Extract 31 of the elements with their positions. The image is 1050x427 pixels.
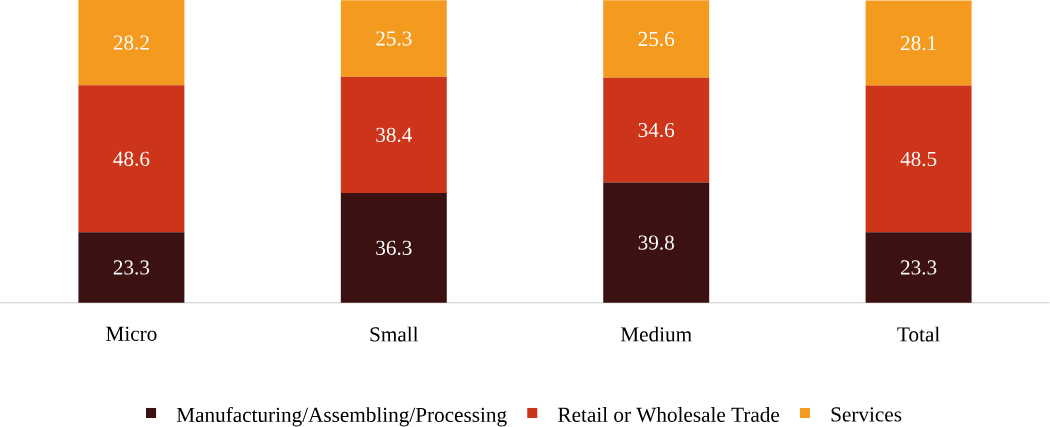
bar	[78, 232, 185, 303]
x-tick-label: Small	[370, 326, 419, 342]
bar	[78, 85, 185, 233]
bar	[865, 0, 972, 86]
data-label: 34.6	[638, 122, 675, 138]
x-tick-label: Total	[897, 326, 940, 342]
x-tick-label: Medium	[620, 326, 692, 342]
data-label: 39.8	[638, 235, 674, 250]
data-label: 28.1	[900, 35, 936, 51]
bar	[603, 77, 710, 183]
x-tick-label: Micro	[106, 326, 157, 341]
data-label: 36.3	[376, 240, 412, 255]
bar	[865, 85, 972, 233]
data-label: 48.6	[113, 151, 150, 166]
bar	[340, 76, 447, 193]
bar	[603, 182, 710, 303]
legend-label: Retail or Wholesale Trade	[558, 406, 780, 422]
data-label: 23.3	[900, 260, 937, 275]
data-label: 48.5	[900, 151, 937, 166]
data-label: 28.2	[113, 35, 149, 50]
bar	[865, 232, 972, 303]
bar	[340, 192, 447, 303]
bar	[78, 0, 185, 86]
legend-label: Services	[831, 407, 902, 422]
data-label: 25.3	[376, 31, 412, 46]
legend-label: Manufacturing/Assembling/Processing	[176, 406, 507, 427]
data-label: 25.6	[638, 31, 675, 46]
bar	[340, 0, 447, 77]
bar	[603, 0, 710, 78]
data-label: 38.4	[376, 127, 413, 142]
data-label: 23.3	[113, 260, 150, 275]
